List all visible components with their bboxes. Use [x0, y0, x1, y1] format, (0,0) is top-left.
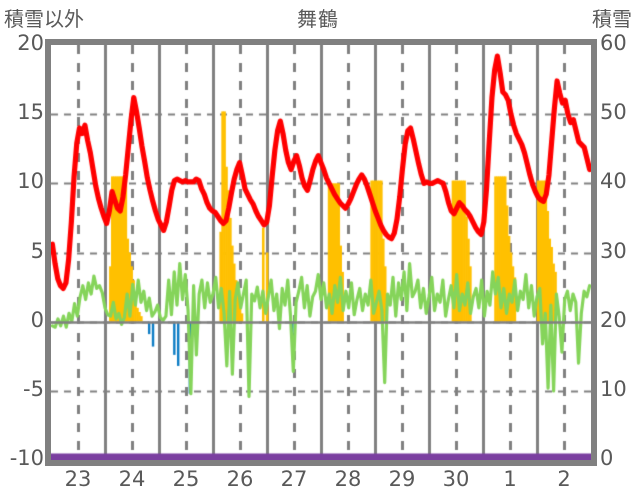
right-axis-tick-label: 50: [600, 100, 627, 125]
x-axis-tick-label: 29: [388, 467, 416, 491]
right-axis-tick-label: 60: [600, 31, 627, 55]
x-axis-tick-label: 30: [442, 467, 470, 491]
plot-area: [51, 45, 591, 460]
left-axis-tick-label: 10: [17, 169, 44, 194]
right-axis-tick-label: 40: [600, 169, 627, 194]
chart-title: 舞鶴: [297, 7, 339, 31]
x-axis-tick-label: 23: [64, 467, 92, 491]
left-axis-tick-label: 5: [30, 238, 44, 263]
right-axis-tick-label: 0: [600, 446, 614, 470]
x-axis-tick-label: 25: [172, 467, 200, 491]
right-axis-unit-label: 積雪: [592, 7, 632, 31]
left-axis-tick-label: -10: [9, 446, 44, 470]
left-axis-tick-label: 15: [17, 100, 44, 125]
left-axis-tick-label: 20: [17, 31, 44, 55]
x-axis-tick-label: 2: [557, 467, 571, 491]
x-axis-tick-label: 26: [226, 467, 254, 491]
right-axis-tick-label: 10: [600, 376, 627, 401]
x-axis-tick-label: 28: [334, 467, 362, 491]
x-axis-tick-label: 24: [118, 467, 146, 491]
right-axis-tick-label: 20: [600, 307, 627, 332]
left-axis-tick-label: -5: [23, 376, 44, 401]
left-axis-unit-label: 積雪以外: [4, 7, 84, 31]
x-axis-tick-label: 27: [280, 467, 308, 491]
right-axis-tick-label: 30: [600, 238, 627, 263]
x-axis-tick-label: 1: [503, 467, 517, 491]
left-axis-tick-label: 0: [30, 307, 44, 332]
chart-canvas: [51, 45, 591, 460]
